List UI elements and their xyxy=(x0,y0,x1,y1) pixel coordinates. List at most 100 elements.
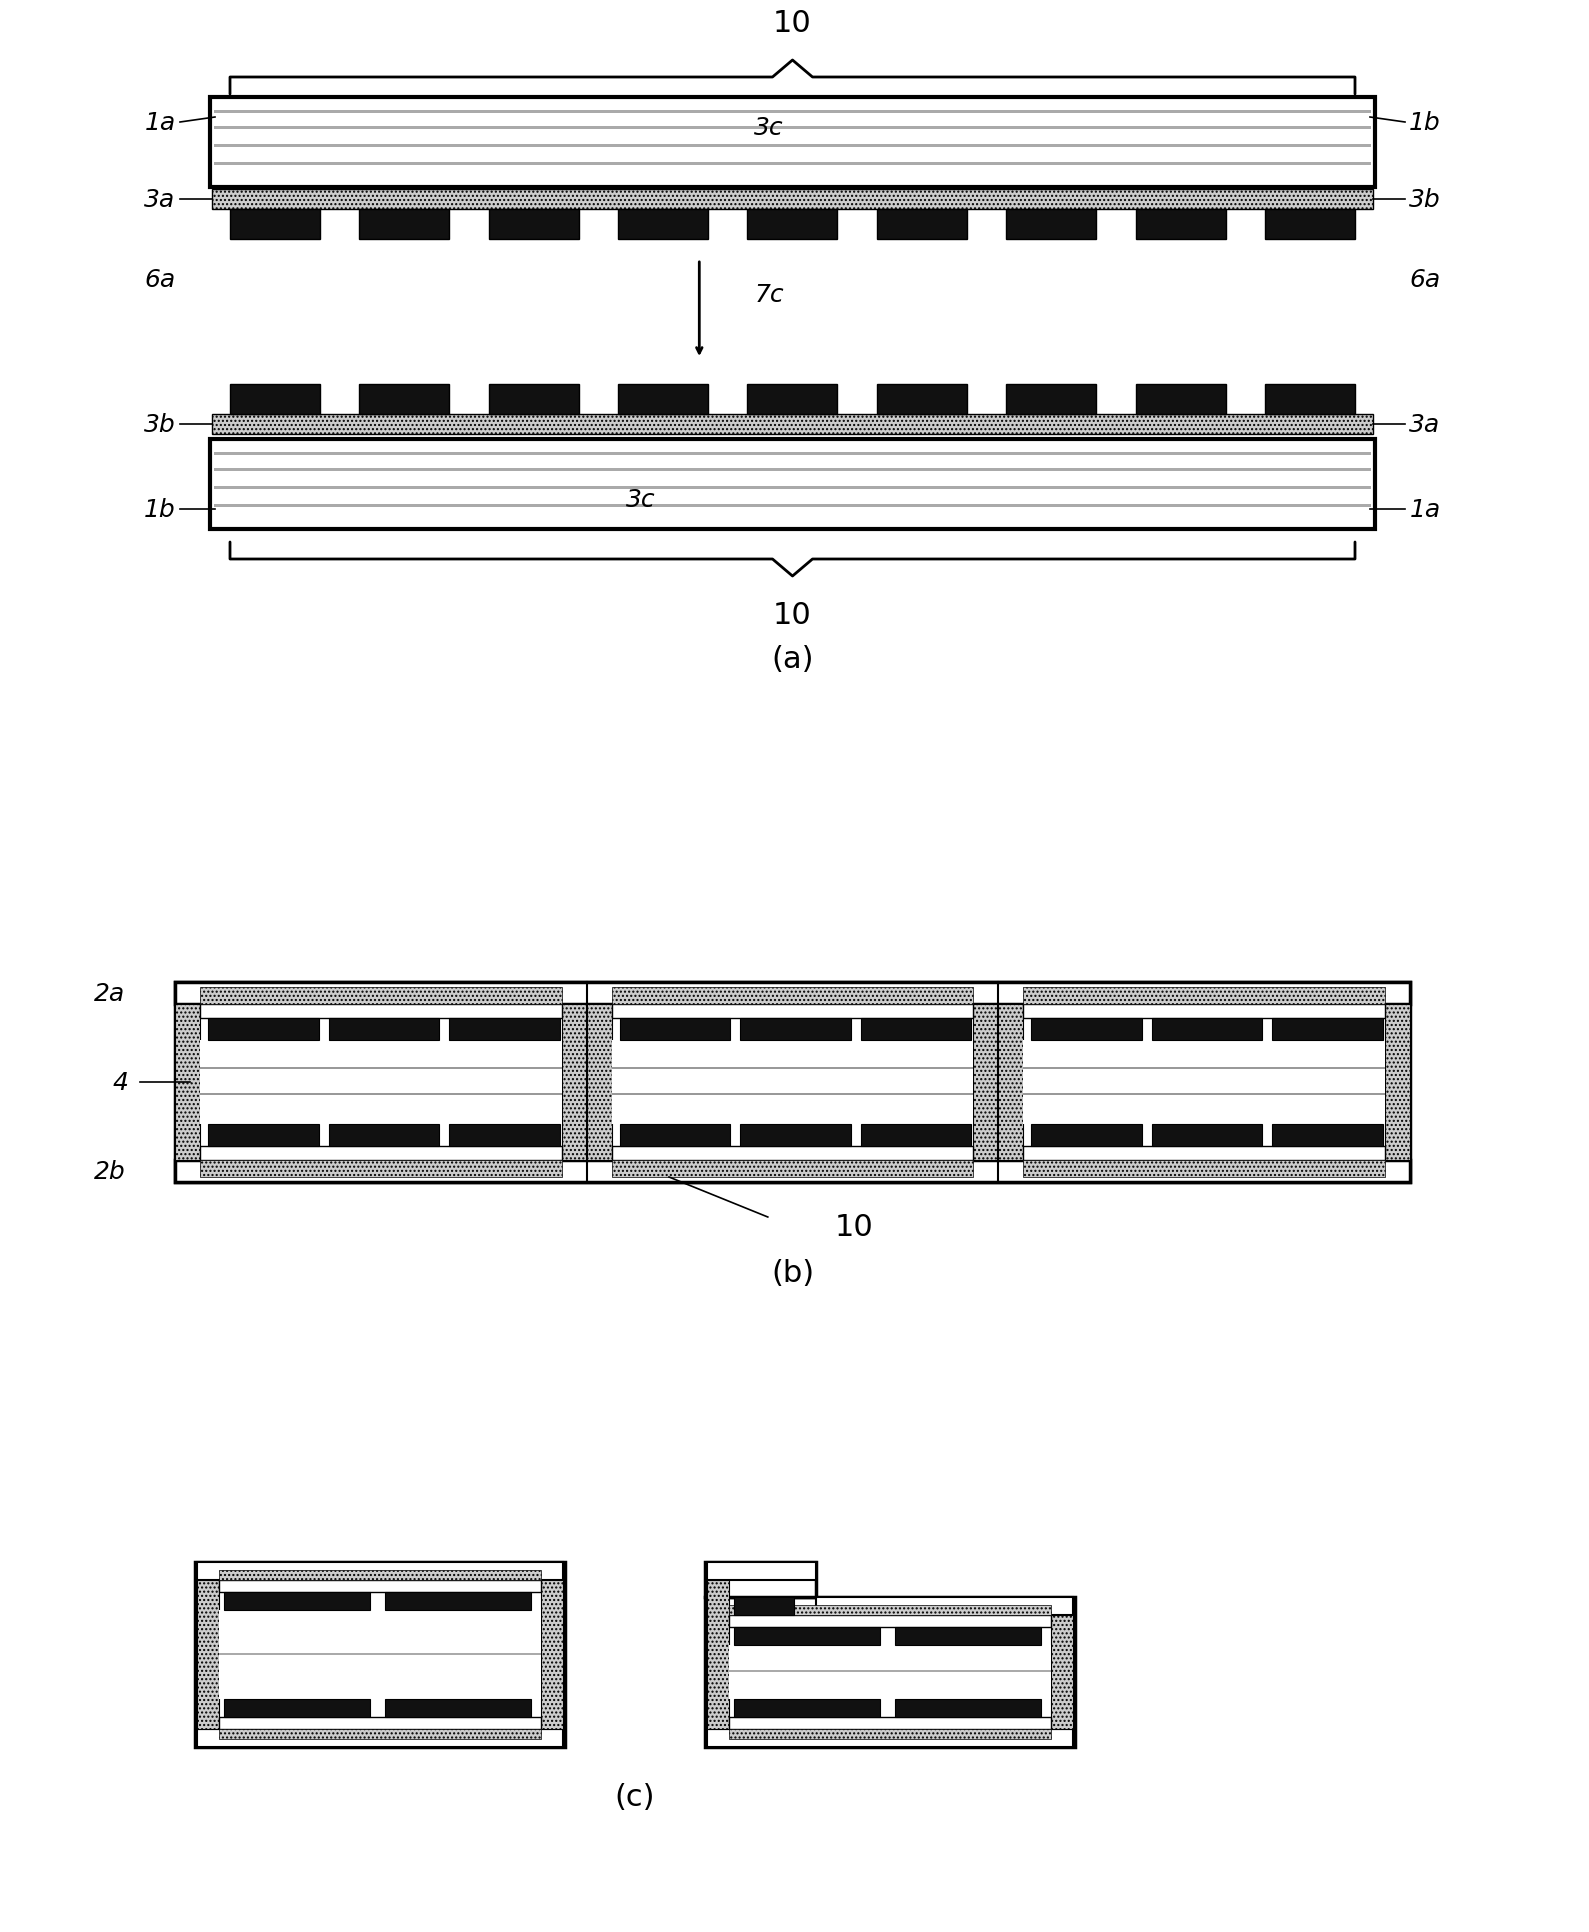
Bar xyxy=(215,452,1371,456)
Bar xyxy=(1265,211,1355,240)
Text: 1a: 1a xyxy=(1409,498,1441,522)
Text: 3c: 3c xyxy=(626,487,656,512)
Bar xyxy=(729,1718,1050,1729)
Text: 10: 10 xyxy=(774,8,812,37)
Bar xyxy=(1006,384,1096,415)
Text: 10: 10 xyxy=(774,601,812,630)
Bar xyxy=(219,1571,540,1580)
Text: 7c: 7c xyxy=(755,282,783,307)
Bar xyxy=(1023,1146,1386,1161)
Bar xyxy=(175,983,1409,1005)
Bar xyxy=(706,1598,1076,1747)
Bar xyxy=(729,1669,1050,1671)
Bar xyxy=(895,1698,1041,1718)
Text: 2b: 2b xyxy=(94,1159,126,1184)
Bar xyxy=(618,211,709,240)
Text: 1a: 1a xyxy=(145,110,176,135)
Bar xyxy=(1023,1005,1386,1018)
Bar xyxy=(200,1068,561,1070)
Text: 3b: 3b xyxy=(1409,187,1441,213)
Bar xyxy=(489,384,578,415)
Bar xyxy=(1023,1094,1386,1095)
Bar xyxy=(197,1729,563,1747)
Bar xyxy=(200,1094,561,1095)
Bar xyxy=(729,1605,1050,1615)
Bar xyxy=(385,1698,531,1718)
Bar xyxy=(1136,384,1225,415)
Bar xyxy=(707,1729,1073,1747)
Bar xyxy=(175,983,1409,1182)
Bar xyxy=(329,1124,439,1146)
Bar xyxy=(740,1018,850,1041)
Bar xyxy=(861,1124,971,1146)
Bar xyxy=(877,384,966,415)
Bar xyxy=(734,1598,794,1615)
Text: 6a: 6a xyxy=(1409,269,1441,292)
Bar xyxy=(197,1580,219,1729)
Bar xyxy=(1386,1005,1409,1161)
Text: 1b: 1b xyxy=(145,498,176,522)
Text: 3a: 3a xyxy=(145,187,176,213)
Bar xyxy=(489,211,578,240)
Bar xyxy=(230,211,319,240)
Bar xyxy=(1273,1124,1382,1146)
Bar xyxy=(219,1580,540,1592)
Bar xyxy=(215,504,1371,508)
Bar xyxy=(359,384,450,415)
Bar xyxy=(197,1563,563,1580)
Bar xyxy=(224,1698,370,1718)
Bar xyxy=(329,1018,439,1041)
Bar xyxy=(620,1018,731,1041)
Bar xyxy=(1023,987,1386,1005)
Bar xyxy=(385,1592,531,1609)
Bar xyxy=(734,1627,880,1646)
Bar xyxy=(215,145,1371,147)
Bar xyxy=(1023,1041,1386,1124)
Bar xyxy=(1152,1124,1262,1146)
Bar xyxy=(210,440,1374,529)
Bar xyxy=(1265,384,1355,415)
Text: 3a: 3a xyxy=(1409,413,1441,437)
Bar xyxy=(215,487,1371,489)
Text: 4: 4 xyxy=(113,1070,129,1094)
Text: 1b: 1b xyxy=(1409,110,1441,135)
Bar xyxy=(861,1018,971,1041)
Text: 2a: 2a xyxy=(94,981,126,1005)
Bar xyxy=(200,1005,561,1018)
Bar xyxy=(1050,1615,1073,1729)
Bar xyxy=(175,1161,1409,1182)
Bar xyxy=(612,1161,974,1177)
Bar xyxy=(1023,1068,1386,1070)
Bar xyxy=(612,1094,974,1095)
Bar xyxy=(195,1563,566,1747)
Bar xyxy=(561,1005,586,1161)
Bar xyxy=(208,1124,318,1146)
Bar xyxy=(450,1018,559,1041)
Bar xyxy=(620,1124,731,1146)
Text: (b): (b) xyxy=(771,1258,814,1287)
Text: (a): (a) xyxy=(771,645,814,674)
Bar xyxy=(729,1615,1050,1627)
Text: 3c: 3c xyxy=(755,116,783,139)
Bar xyxy=(740,1124,850,1146)
Bar xyxy=(618,384,709,415)
Bar xyxy=(586,1005,612,1161)
Bar xyxy=(729,1646,1050,1698)
Bar xyxy=(706,1598,1076,1747)
Bar xyxy=(219,1718,540,1729)
Bar xyxy=(1152,1018,1262,1041)
Bar xyxy=(215,126,1371,129)
Bar xyxy=(1273,1018,1382,1041)
Bar xyxy=(210,99,1374,187)
Bar xyxy=(707,1563,817,1580)
Bar xyxy=(877,211,966,240)
Bar xyxy=(817,1598,1073,1615)
Bar xyxy=(215,112,1371,114)
Bar xyxy=(612,987,974,1005)
Bar xyxy=(219,1652,540,1654)
Bar xyxy=(200,1146,561,1161)
Bar xyxy=(215,162,1371,166)
Bar xyxy=(200,1161,561,1177)
Bar xyxy=(707,1580,729,1729)
Bar xyxy=(1023,1161,1386,1177)
